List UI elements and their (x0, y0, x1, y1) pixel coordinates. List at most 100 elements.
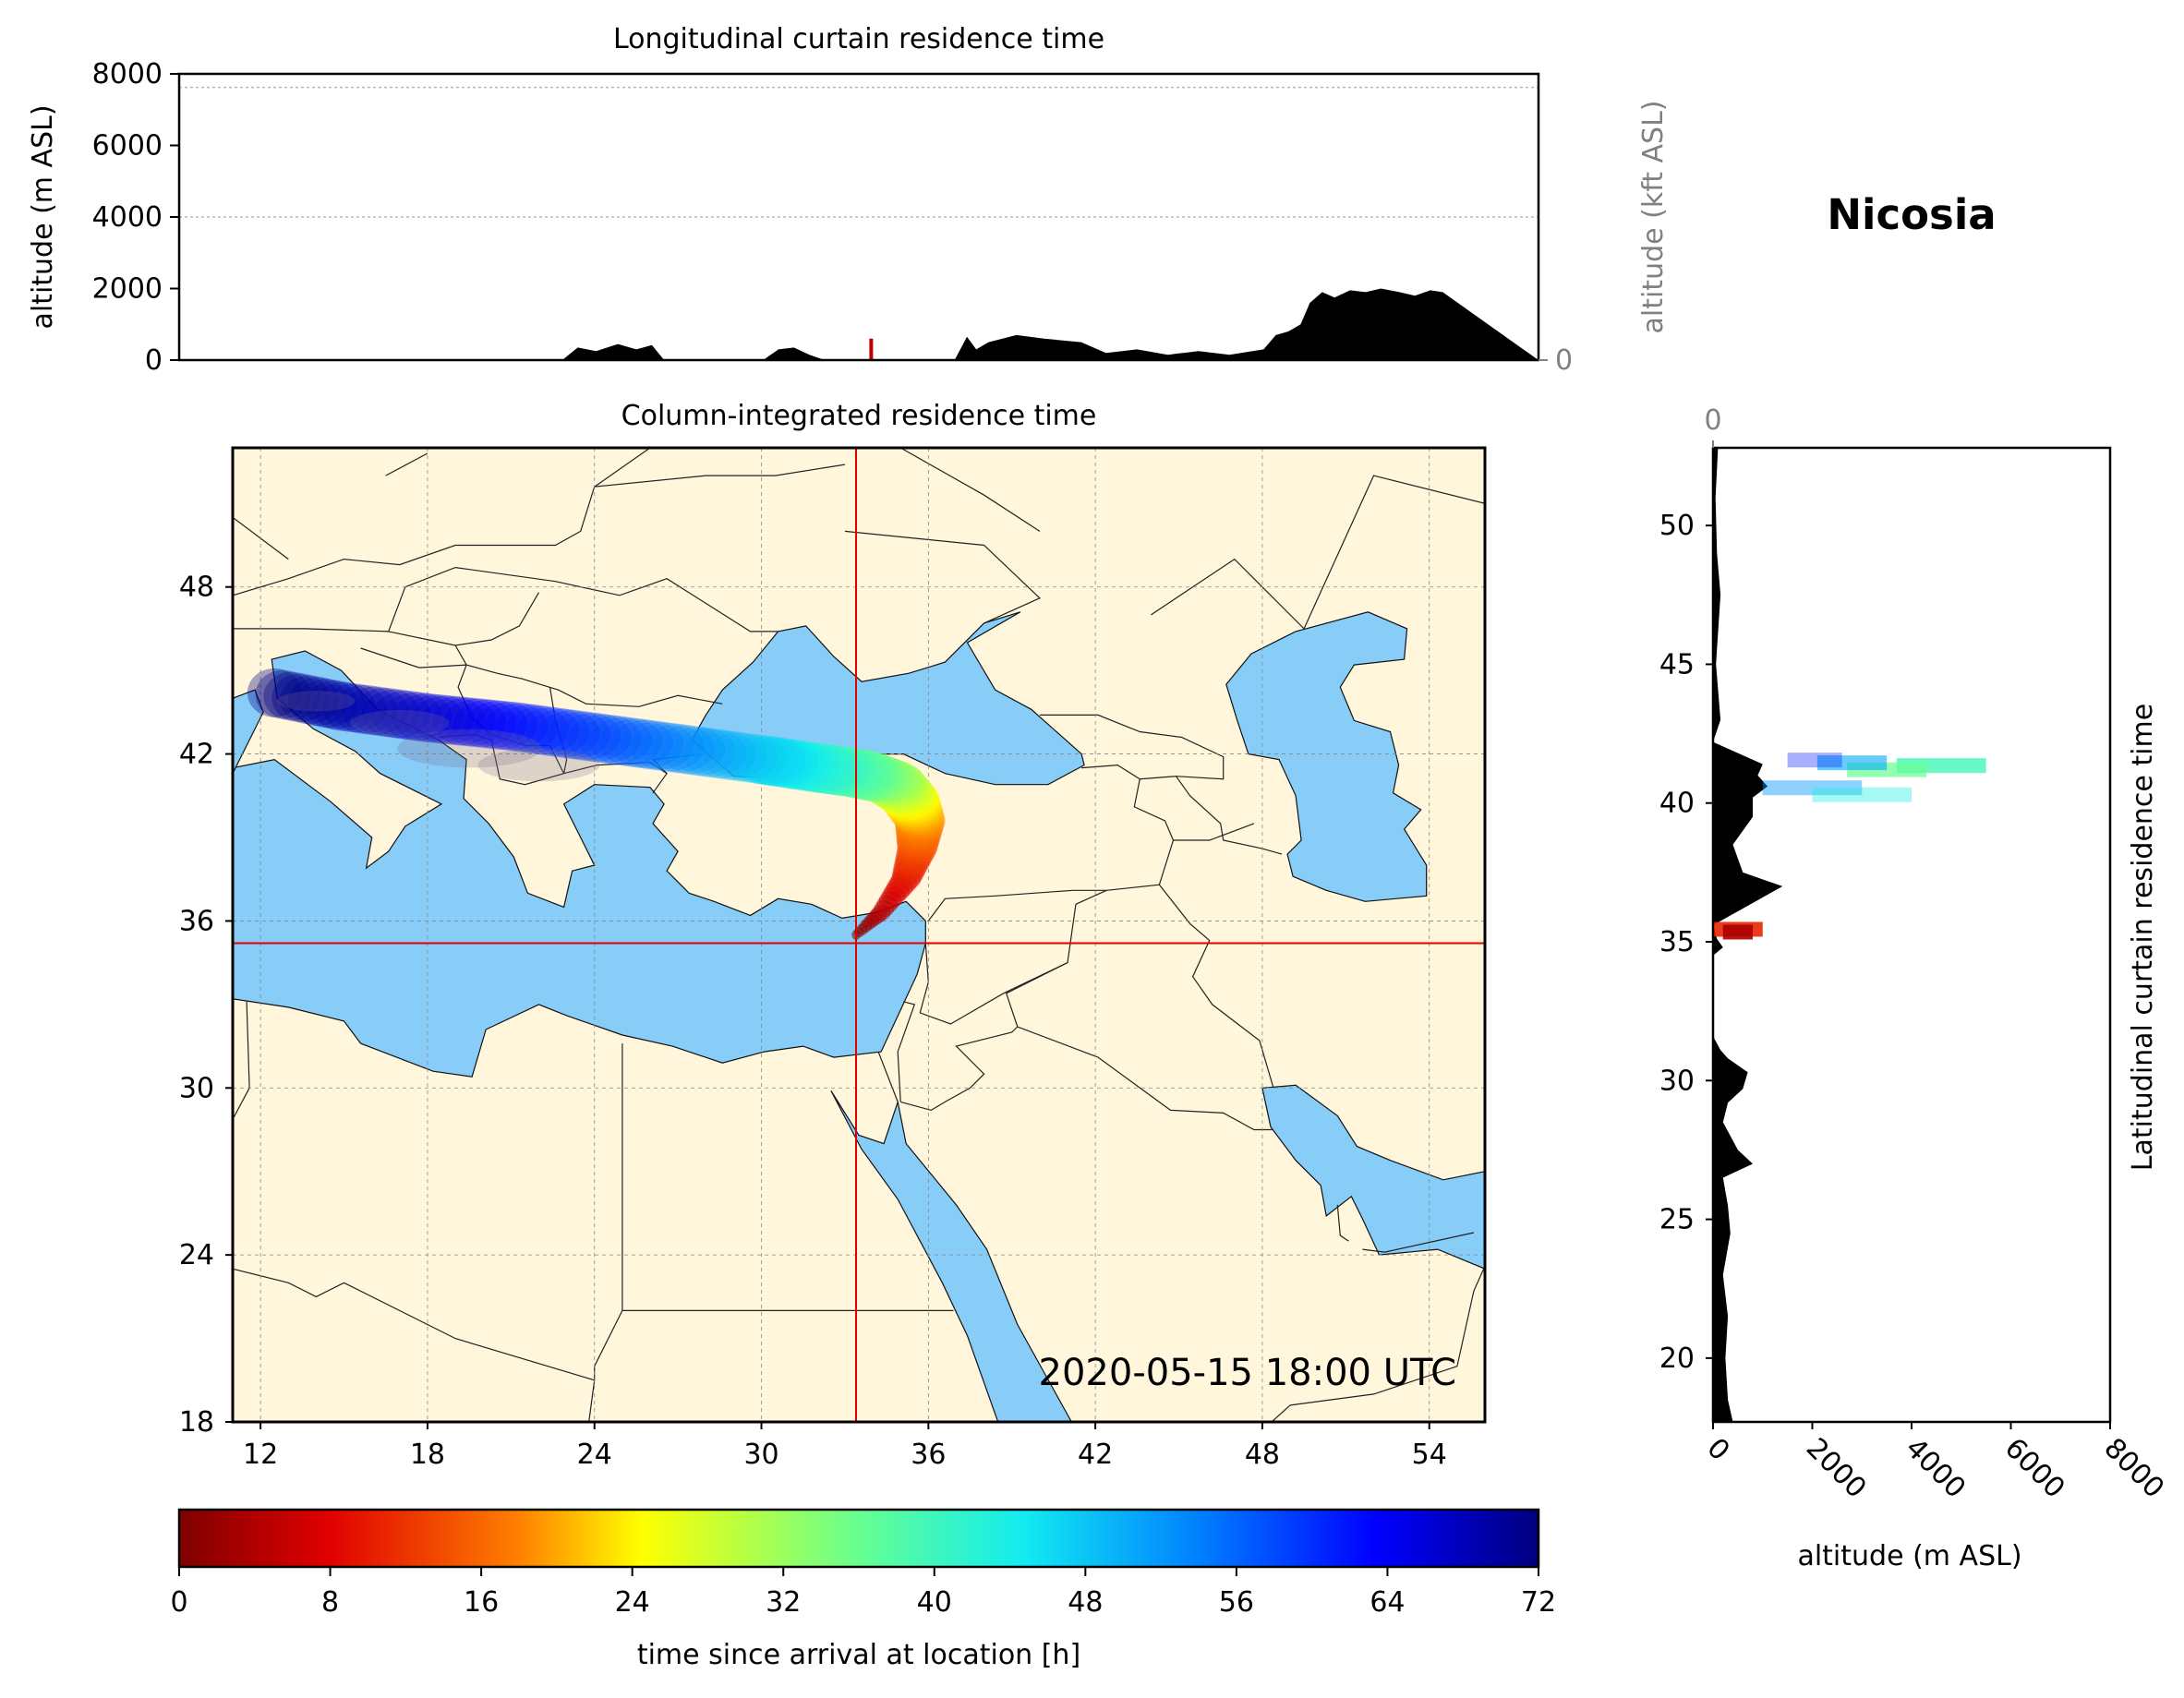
longitudinal-curtain-panel: Longitudinal curtain residence time 0 200… (27, 23, 1670, 377)
top-ytick-label: 6000 (92, 130, 163, 163)
country-border-line (844, 530, 1041, 624)
side-residence-blob (1722, 924, 1753, 940)
plume-sample (304, 680, 367, 729)
country-border-line (900, 1026, 1019, 1112)
map-xtick-label: 42 (1078, 1439, 1113, 1471)
plume-sample (568, 714, 642, 764)
top-ytick-label: 8000 (92, 58, 163, 90)
colorbar-tick-label: 56 (1219, 1586, 1254, 1619)
country-border-line (919, 943, 1068, 1025)
colorbar-tick-label: 72 (1521, 1586, 1556, 1619)
plume-sample (672, 728, 746, 777)
plume-sample (609, 719, 684, 769)
country-border-line (1151, 475, 1485, 630)
side-ytick-label: 50 (1659, 510, 1695, 542)
plume-sample (588, 717, 663, 766)
plume-sample (724, 735, 799, 784)
map-xtick-label: 24 (577, 1439, 612, 1471)
plume-sample (296, 679, 357, 728)
country-border-line (1158, 884, 1274, 1089)
colorbar-gradient (177, 1508, 1540, 1569)
plume-sample (432, 697, 507, 747)
side-xtick-label: 6000 (1998, 1432, 2071, 1505)
map-xtick-label: 12 (243, 1439, 278, 1471)
plume-sample (703, 732, 778, 781)
plume-sample (464, 700, 537, 750)
colorbar-tick-label: 16 (464, 1586, 499, 1619)
side-panel-frame (1711, 446, 2112, 1424)
sea-mediterranean (233, 650, 926, 1078)
map-ytick-label: 24 (179, 1239, 214, 1271)
country-border-line (651, 753, 704, 775)
plume-sample (280, 675, 339, 725)
plume-sample (312, 681, 376, 731)
country-borders (233, 448, 1485, 1422)
colorbar-tick-label: 64 (1370, 1586, 1405, 1619)
plume-sample (352, 688, 420, 737)
plume-sample (271, 673, 330, 723)
plume-sample (630, 722, 705, 772)
plume-sample (620, 721, 694, 770)
plume-sample (578, 716, 653, 765)
map-ytick-label: 48 (179, 572, 214, 604)
plume-sample (411, 695, 486, 744)
country-border-line (385, 452, 428, 476)
country-border-line (1336, 1204, 1349, 1242)
plume-faint-sample (397, 729, 542, 768)
country-border-line (927, 778, 1175, 921)
plume-sample (322, 683, 387, 733)
plume-sample (247, 668, 302, 717)
plume-sample (557, 713, 632, 762)
side-residence-blob (1812, 787, 1912, 802)
side-residence-blob (1787, 753, 1842, 768)
sea-red (830, 1090, 1073, 1422)
colorbar-ticks: 0 8 16 24 32 40 48 56 64 72 (170, 1567, 1556, 1619)
side-ytick-label: 25 (1659, 1204, 1695, 1236)
sea-areas (233, 611, 1485, 1422)
top-right-ticks: 050100 (1538, 344, 1573, 377)
plume-sample (641, 724, 716, 773)
map-y-ticks: 18 24 30 36 42 48 (179, 572, 233, 1439)
plume-sample (693, 730, 767, 780)
side-xtick-label: 0 (1700, 1432, 1735, 1467)
country-border-line (877, 1051, 899, 1102)
map-frame (231, 446, 1487, 1424)
plume-sample (361, 689, 431, 739)
plume-sample (682, 729, 757, 778)
colorbar-tick-label: 32 (766, 1586, 801, 1619)
plume-sample (474, 702, 549, 751)
side-top-tick-label: 0 (1704, 404, 1721, 437)
plume-sample (263, 671, 320, 721)
side-y-ticks: 20 25 30 35 40 45 50 (1659, 510, 1713, 1375)
plume-faint-sample (277, 691, 356, 712)
colorbar-tick-label: 40 (917, 1586, 952, 1619)
country-border-line (388, 592, 540, 646)
country-border-line (1176, 776, 1283, 855)
map-xtick-label: 30 (743, 1439, 778, 1471)
plume-sample (381, 692, 452, 741)
plume-sample (515, 707, 590, 756)
plume-sample (442, 698, 517, 748)
side-terrain-profile (1713, 448, 1783, 1422)
map-ytick-label: 36 (179, 905, 214, 937)
side-ytick-label: 35 (1659, 926, 1695, 958)
plume-sample (421, 696, 496, 746)
country-border-line (360, 647, 723, 707)
country-border-line (1173, 823, 1255, 841)
plume-sample (651, 725, 726, 775)
plume-sample (598, 718, 673, 767)
side-residence-blob (1762, 780, 1863, 796)
map-x-ticks: 12 18 24 30 36 42 48 54 (243, 1422, 1447, 1471)
side-xtick-label: 8000 (2097, 1432, 2170, 1505)
station-title: Nicosia (1827, 190, 1996, 239)
timestamp-label: 2020-05-15 18:00 UTC (1039, 1352, 1456, 1394)
colorbar: 0 8 16 24 32 40 48 56 64 72 time since arrival at… (170, 1508, 1556, 1671)
plume-sample (525, 708, 600, 758)
side-title: Latitudinal curtain residence time (2127, 704, 2159, 1171)
side-ytick-label: 45 (1659, 648, 1695, 680)
map-ytick-label: 30 (179, 1072, 214, 1104)
colorbar-tick-label: 8 (321, 1586, 339, 1619)
country-border-line (563, 761, 668, 794)
plume-sample (731, 736, 806, 786)
